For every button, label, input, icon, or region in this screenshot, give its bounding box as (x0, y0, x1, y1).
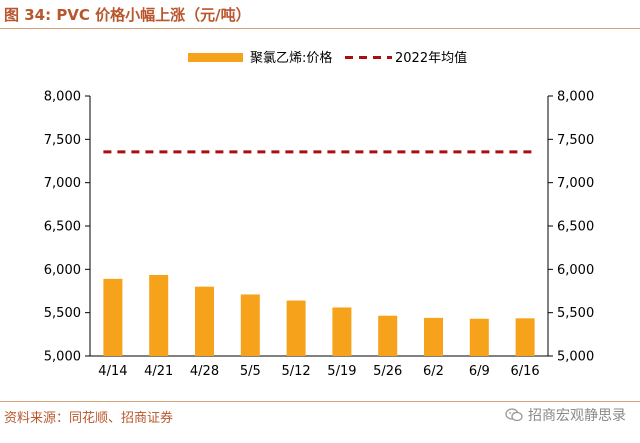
x-tick-label: 4/14 (98, 364, 127, 379)
bar (240, 294, 260, 356)
y-tick-label-left: 6,000 (44, 263, 81, 278)
bar (378, 315, 398, 356)
y-tick-label-left: 7,000 (44, 176, 81, 191)
x-tick-label: 5/12 (281, 364, 310, 379)
brand-watermark: 招商宏观静思录 (505, 405, 626, 425)
wechat-icon (505, 408, 523, 422)
x-tick-label: 4/21 (144, 364, 173, 379)
y-tick-label-left: 5,000 (44, 350, 81, 365)
x-tick-label: 6/2 (423, 364, 444, 379)
bar (469, 318, 489, 356)
title-divider (0, 28, 640, 29)
y-tick-label-right: 7,000 (557, 176, 594, 191)
x-tick-label: 6/9 (469, 364, 490, 379)
footer-divider (0, 401, 640, 402)
bar (424, 317, 443, 356)
y-tick-label-left: 5,500 (44, 306, 81, 321)
x-tick-label: 5/26 (373, 364, 402, 379)
y-tick-label-right: 7,500 (557, 133, 594, 148)
brand-name: 招商宏观静思录 (528, 408, 626, 424)
y-tick-label-right: 5,000 (557, 350, 594, 365)
bar (332, 307, 352, 356)
y-tick-label-right: 8,000 (557, 90, 594, 105)
chart-title: 图 34: PVC 价格小幅上涨（元/吨） (4, 6, 251, 24)
bar-chart: 聚氯乙烯:价格 2022年均值 5,000 5,000 5,500 5,500 6,00… (44, 50, 594, 380)
bar (103, 278, 123, 356)
bar (195, 286, 214, 356)
bars (103, 274, 535, 356)
x-tick-label: 5/19 (327, 364, 356, 379)
legend-swatch-bar (188, 53, 243, 62)
source-note: 资料来源：同花顺、招商证券 (4, 411, 174, 426)
x-tick-label: 6/16 (510, 364, 539, 379)
bar (286, 300, 306, 356)
y-tick-label-left: 6,500 (44, 220, 81, 235)
y-tick-label-right: 5,500 (557, 306, 594, 321)
legend-label-line: 2022年均值 (395, 50, 467, 66)
bar (149, 274, 169, 356)
x-tick-label: 4/28 (190, 364, 219, 379)
y-tick-label-left: 8,000 (44, 90, 81, 105)
y-tick-label-right: 6,000 (557, 263, 594, 278)
tick-labels: 5,000 5,000 5,500 5,500 6,000 6,000 6,500 6,500… (44, 90, 594, 380)
legend: 聚氯乙烯:价格 2022年均值 (188, 50, 467, 66)
x-tick-label: 5/5 (240, 364, 261, 379)
y-tick-label-right: 6,500 (557, 220, 594, 235)
bar (515, 318, 535, 356)
legend-label-bar: 聚氯乙烯:价格 (250, 50, 332, 66)
y-tick-label-left: 7,500 (44, 133, 81, 148)
